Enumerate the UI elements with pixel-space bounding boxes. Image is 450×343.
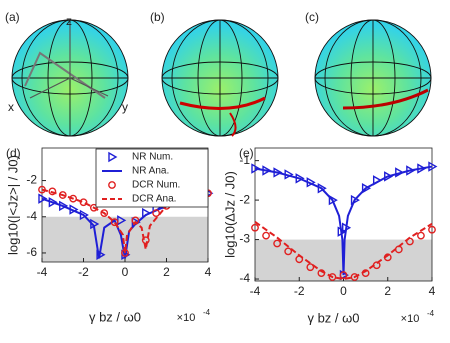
x-tick-label: -2 — [294, 284, 305, 298]
data-point — [328, 273, 337, 281]
legend-label: NR Num. — [132, 152, 173, 163]
y-tick-label: -4 — [239, 271, 250, 285]
series-line — [254, 220, 433, 281]
x-tick-label: -4 — [37, 265, 48, 279]
y-axis-label: log10(|<Jz>| / J0) — [5, 155, 20, 255]
x-tick-label: 2 — [163, 265, 170, 279]
y-tick-label: -6 — [26, 245, 37, 259]
data-point — [38, 193, 48, 204]
sphere-c — [314, 19, 432, 137]
series-line — [254, 165, 433, 276]
legend-box — [95, 148, 209, 208]
panel-label: (d) — [6, 146, 21, 160]
series-line — [41, 192, 209, 259]
x-tick-label: 0 — [122, 265, 129, 279]
data-point — [110, 218, 119, 227]
data-point — [251, 223, 259, 232]
x-axis-label: γ bz / ω0 — [307, 310, 359, 325]
panel-label: (a) — [5, 10, 20, 24]
x-tick-label: 0 — [340, 284, 347, 298]
series-line — [41, 188, 209, 254]
legend-label: NR Ana. — [132, 166, 169, 177]
legend-label: DCR Num. — [132, 180, 180, 191]
axis-label: z — [66, 14, 72, 28]
x-tick-label: -4 — [250, 284, 261, 298]
sphere-b — [161, 19, 279, 137]
data-point — [89, 203, 98, 212]
data-point — [69, 194, 78, 203]
axis-multiplier: ×10 — [177, 312, 196, 324]
data-point — [262, 231, 270, 240]
data-point — [284, 247, 293, 256]
data-point — [395, 167, 405, 178]
y-tick-label: -2 — [26, 173, 37, 187]
axis-label: y — [122, 100, 128, 114]
legend-swatch — [108, 151, 118, 163]
data-point — [361, 183, 372, 194]
data-point — [306, 263, 315, 272]
panel-label: (c) — [305, 10, 319, 24]
data-point — [251, 163, 261, 174]
x-tick-label: -2 — [78, 265, 89, 279]
data-point — [350, 273, 359, 281]
y-tick-label: -1 — [239, 153, 250, 167]
data-point — [384, 171, 394, 182]
axis-multiplier-exp: -4 — [427, 309, 435, 318]
y-tick-label: -3 — [239, 232, 250, 246]
y-tick-label: -2 — [239, 192, 250, 206]
data-point — [79, 209, 89, 221]
y-axis-label: log10(ΔJz / J0) — [222, 171, 237, 258]
x-tick-label: 4 — [429, 284, 436, 298]
data-point — [417, 231, 425, 240]
data-point — [100, 209, 109, 218]
y-tick-label: -4 — [26, 209, 37, 223]
legend-swatch — [108, 181, 116, 189]
data-point — [273, 239, 282, 248]
axis-label: x — [8, 100, 14, 114]
axis-multiplier: ×10 — [401, 313, 420, 325]
data-point — [141, 236, 150, 245]
panel-label: (e) — [239, 146, 254, 160]
data-point — [339, 271, 348, 279]
data-point — [79, 198, 88, 207]
x-tick-label: 4 — [205, 265, 212, 279]
axis-multiplier-exp: -4 — [203, 308, 211, 317]
panel-label: (b) — [150, 10, 165, 24]
data-point — [428, 225, 436, 234]
x-axis-label: γ bz / ω0 — [89, 309, 141, 324]
sphere-a — [11, 19, 129, 137]
data-point — [48, 187, 57, 196]
legend-label: DCR Ana. — [132, 194, 176, 205]
x-tick-label: 2 — [384, 284, 391, 298]
